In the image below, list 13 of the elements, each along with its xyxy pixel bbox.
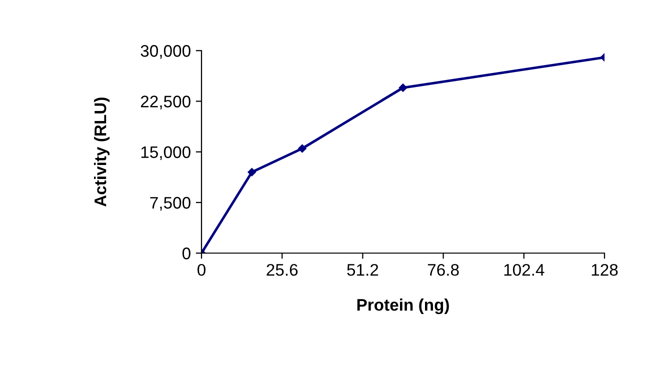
x-axis-title: Protein (ng) — [357, 298, 449, 314]
y-tick-label: 30,000 — [140, 45, 190, 59]
x-tick-label: 25.6 — [266, 264, 298, 276]
x-tick-label: 0 — [198, 264, 206, 276]
y-tick-label: 7,500 — [150, 196, 190, 211]
y-tick-label: 15,000 — [141, 146, 190, 160]
y-tick-label: 0 — [182, 248, 190, 260]
x-tick-label: 102.4 — [504, 264, 544, 276]
x-tick-label: 76.8 — [428, 264, 459, 276]
y-tick-label: 22,500 — [140, 96, 190, 110]
x-tick-label: 128 — [592, 264, 618, 276]
x-tick-label: 51.2 — [347, 264, 378, 276]
y-axis-title: Activity (RLU) — [94, 98, 110, 207]
